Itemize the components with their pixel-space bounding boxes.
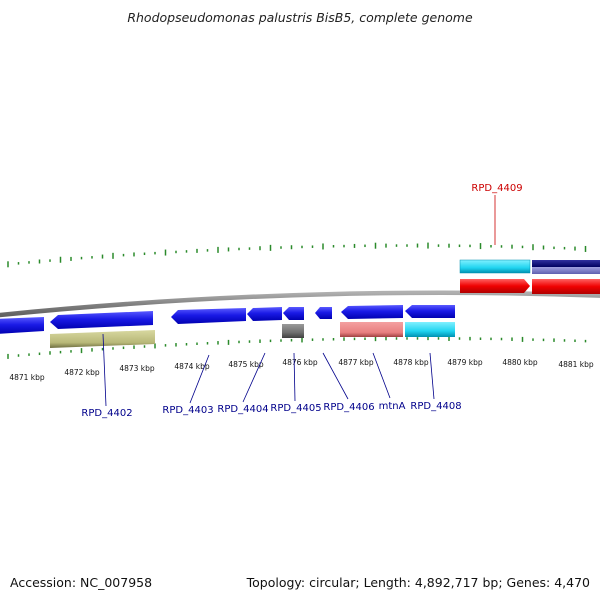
leader-line <box>293 352 296 402</box>
gene-label-rpd4405[interactable]: RPD_4405 <box>270 403 321 414</box>
feature-pink[interactable] <box>340 322 403 337</box>
leader-line <box>322 352 349 400</box>
map-title: Rhodopseudomonas palustris BisB5, comple… <box>127 10 473 25</box>
gene-rpd4403-arrow[interactable] <box>171 308 246 324</box>
gene-rpd4406-arrow[interactable] <box>315 307 332 319</box>
leader-line <box>102 333 107 407</box>
axis-tick-label: 4871 kbp <box>9 373 45 382</box>
axis-tick-label: 4880 kbp <box>502 358 538 367</box>
accession-text: Accession: NC_007958 <box>10 575 153 590</box>
leader-line <box>372 352 391 399</box>
gene-rpd4405-arrow[interactable] <box>283 307 304 320</box>
leader-line <box>189 354 210 404</box>
gene-label-rpd4403[interactable]: RPD_4403 <box>162 405 213 416</box>
axis-tick-label: 4876 kbp <box>282 358 318 367</box>
gc-content-ticks-lower <box>7 335 587 359</box>
axis-tick-label: 4881 kbp <box>558 360 594 369</box>
gene-label-rpd4406[interactable]: RPD_4406 <box>323 402 374 413</box>
gene-label-rpd4404[interactable]: RPD_4404 <box>217 404 268 415</box>
gene-cyan-upper[interactable] <box>459 259 531 274</box>
feature-olive[interactable] <box>50 330 155 348</box>
axis-tick-label: 4879 kbp <box>447 358 483 367</box>
gene-label-rpd4409[interactable]: RPD_4409 <box>471 183 522 194</box>
gene-mtna-arrow[interactable] <box>341 305 403 319</box>
gene-label-rpd4402[interactable]: RPD_4402 <box>81 408 132 419</box>
gene-blue-arrow-1[interactable] <box>0 317 44 334</box>
axis-tick-label: 4872 kbp <box>64 368 100 377</box>
gene-label-rpd4408[interactable]: RPD_4408 <box>410 401 461 412</box>
position-axis: 4871 kbp 4872 kbp 4873 kbp 4874 kbp 4875… <box>9 358 594 382</box>
axis-tick-label: 4878 kbp <box>393 358 429 367</box>
gc-content-ticks-upper <box>7 242 587 268</box>
axis-tick-label: 4875 kbp <box>228 360 264 369</box>
gene-red-arrow-right[interactable] <box>532 279 600 294</box>
axis-tick-label: 4877 kbp <box>338 358 374 367</box>
reverse-strand-features <box>0 305 455 334</box>
gene-rpd4404-arrow[interactable] <box>247 307 282 321</box>
axis-tick-label: 4873 kbp <box>119 364 155 373</box>
genome-backbone <box>0 290 600 318</box>
gene-navy-upper[interactable] <box>532 260 600 267</box>
forward-strand-features <box>459 259 600 294</box>
gene-labels: RPD_4402 RPD_4403 RPD_4404 RPD_4405 RPD_… <box>81 183 522 419</box>
genome-summary-text: Topology: circular; Length: 4,892,717 bp… <box>246 575 590 590</box>
leader-line <box>429 352 435 400</box>
feature-cyan-lower[interactable] <box>405 322 455 337</box>
gene-lavender-upper[interactable] <box>532 267 600 274</box>
other-features <box>50 322 455 348</box>
gene-rpd4402-arrow[interactable] <box>50 311 153 329</box>
leader-line <box>242 352 266 403</box>
gene-rpd4408-arrow[interactable] <box>405 305 455 318</box>
gene-label-mtna[interactable]: mtnA <box>379 401 406 412</box>
feature-gray[interactable] <box>282 324 304 338</box>
axis-tick-label: 4874 kbp <box>174 362 210 371</box>
gene-rpd4409-arrow[interactable] <box>460 279 530 293</box>
